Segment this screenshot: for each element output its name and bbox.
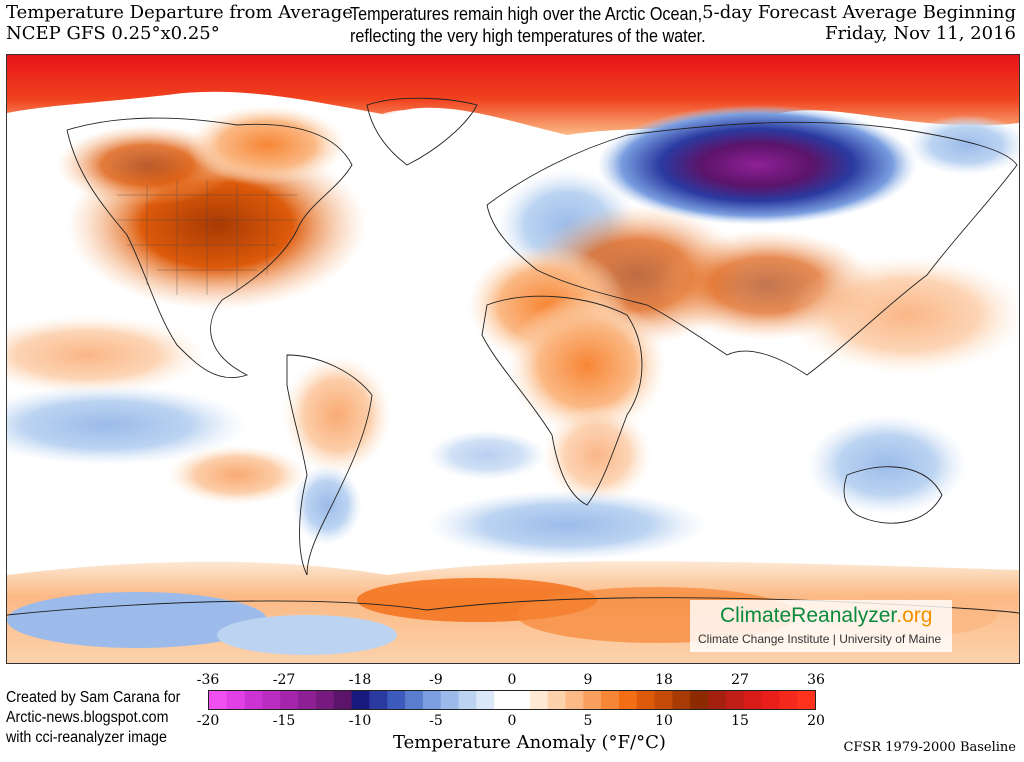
legend-tick-f: -18: [348, 672, 372, 688]
legend-swatch: [708, 691, 727, 709]
legend-swatch: [725, 691, 745, 709]
legend-swatch: [743, 691, 763, 709]
legend-tick-f: -27: [272, 672, 296, 688]
legend-swatch: [672, 691, 691, 709]
legend-tick-f: 9: [583, 672, 593, 688]
legend-tick-f: -9: [429, 672, 443, 688]
legend-tick-c: 0: [507, 713, 517, 729]
credit-line-2: Arctic-news.blogspot.com: [6, 709, 169, 726]
legend-swatch: [494, 691, 513, 709]
legend-swatch: [262, 691, 281, 709]
legend-swatch: [422, 691, 442, 709]
credit-line-3: with cci-reanalyzer image: [6, 729, 167, 746]
forecast-date: Friday, Nov 11, 2016: [825, 23, 1016, 44]
annotation-line-2: reflecting the very high temperatures of…: [350, 26, 706, 46]
legend-swatch: [226, 691, 246, 709]
legend-tick-f: 27: [731, 672, 749, 688]
legend-tick-c: -10: [348, 713, 372, 729]
legend-swatch: [618, 691, 638, 709]
legend-swatch: [476, 691, 495, 709]
legend-tick-f: 18: [655, 672, 673, 688]
legend-swatch: [298, 691, 317, 709]
legend-tick-c: -15: [272, 713, 296, 729]
legend-swatch: [405, 691, 424, 709]
legend-swatch: [636, 691, 656, 709]
legend-tick-c: -20: [196, 713, 220, 729]
legend-swatch: [440, 691, 460, 709]
climate-reanalyzer-logo: ClimateReanalyzer.org: [720, 604, 932, 628]
legend-swatch: [315, 691, 335, 709]
legend-tick-c: 20: [807, 713, 825, 729]
legend-tick-f: -36: [196, 672, 220, 688]
legend-swatch: [565, 691, 584, 709]
title-line-1: Temperature Departure from Average: [6, 2, 353, 23]
credit-line-1: Created by Sam Carana for: [6, 689, 181, 706]
legend-tick-f: 0: [507, 672, 517, 688]
legend-label: Temperature Anomaly (°F/°C): [393, 732, 666, 753]
annotation-line-1: Temperatures remain high over the Arctic…: [350, 4, 703, 24]
legend-color-bar: [208, 690, 816, 710]
credit-text: Created by Sam Carana for Arctic-news.bl…: [6, 688, 180, 748]
legend-swatch: [547, 691, 566, 709]
logo-backdrop: [690, 600, 952, 652]
legend-swatch: [333, 691, 353, 709]
legend-swatch: [458, 691, 477, 709]
legend-swatch: [583, 691, 602, 709]
legend-swatch: [761, 691, 780, 709]
temperature-anomaly-map: [6, 54, 1020, 664]
legend-swatch: [280, 691, 299, 709]
legend-swatch: [654, 691, 673, 709]
logo-tld: .org: [896, 604, 933, 627]
legend-tick-c: -5: [429, 713, 443, 729]
legend-tick-c: 15: [731, 713, 749, 729]
legend-swatch: [529, 691, 549, 709]
logo-subtitle: Climate Change Institute | University of…: [698, 632, 942, 646]
legend-swatch: [351, 691, 370, 709]
legend-swatch: [779, 691, 798, 709]
legend-swatch: [601, 691, 620, 709]
legend-swatch: [369, 691, 388, 709]
legend-swatch: [244, 691, 263, 709]
legend-tick-c: 5: [583, 713, 593, 729]
forecast-line-1: 5-day Forecast Average Beginning: [702, 2, 1016, 23]
baseline-note: CFSR 1979-2000 Baseline: [843, 740, 1016, 755]
map-title: Temperature Departure from Average NCEP …: [6, 2, 353, 44]
legend-swatch: [690, 691, 709, 709]
legend-swatch: [209, 691, 228, 709]
annotation-text: Temperatures remain high over the Arctic…: [350, 3, 706, 47]
legend-tick-f: 36: [807, 672, 825, 688]
legend-swatch: [387, 691, 406, 709]
title-line-2: NCEP GFS 0.25°x0.25°: [6, 23, 220, 44]
logo-brand: ClimateReanalyzer: [720, 604, 897, 627]
legend-swatch: [512, 691, 531, 709]
legend-tick-c: 10: [655, 713, 673, 729]
legend-swatch: [797, 691, 815, 709]
forecast-period: 5-day Forecast Average Beginning Friday,…: [702, 2, 1016, 44]
